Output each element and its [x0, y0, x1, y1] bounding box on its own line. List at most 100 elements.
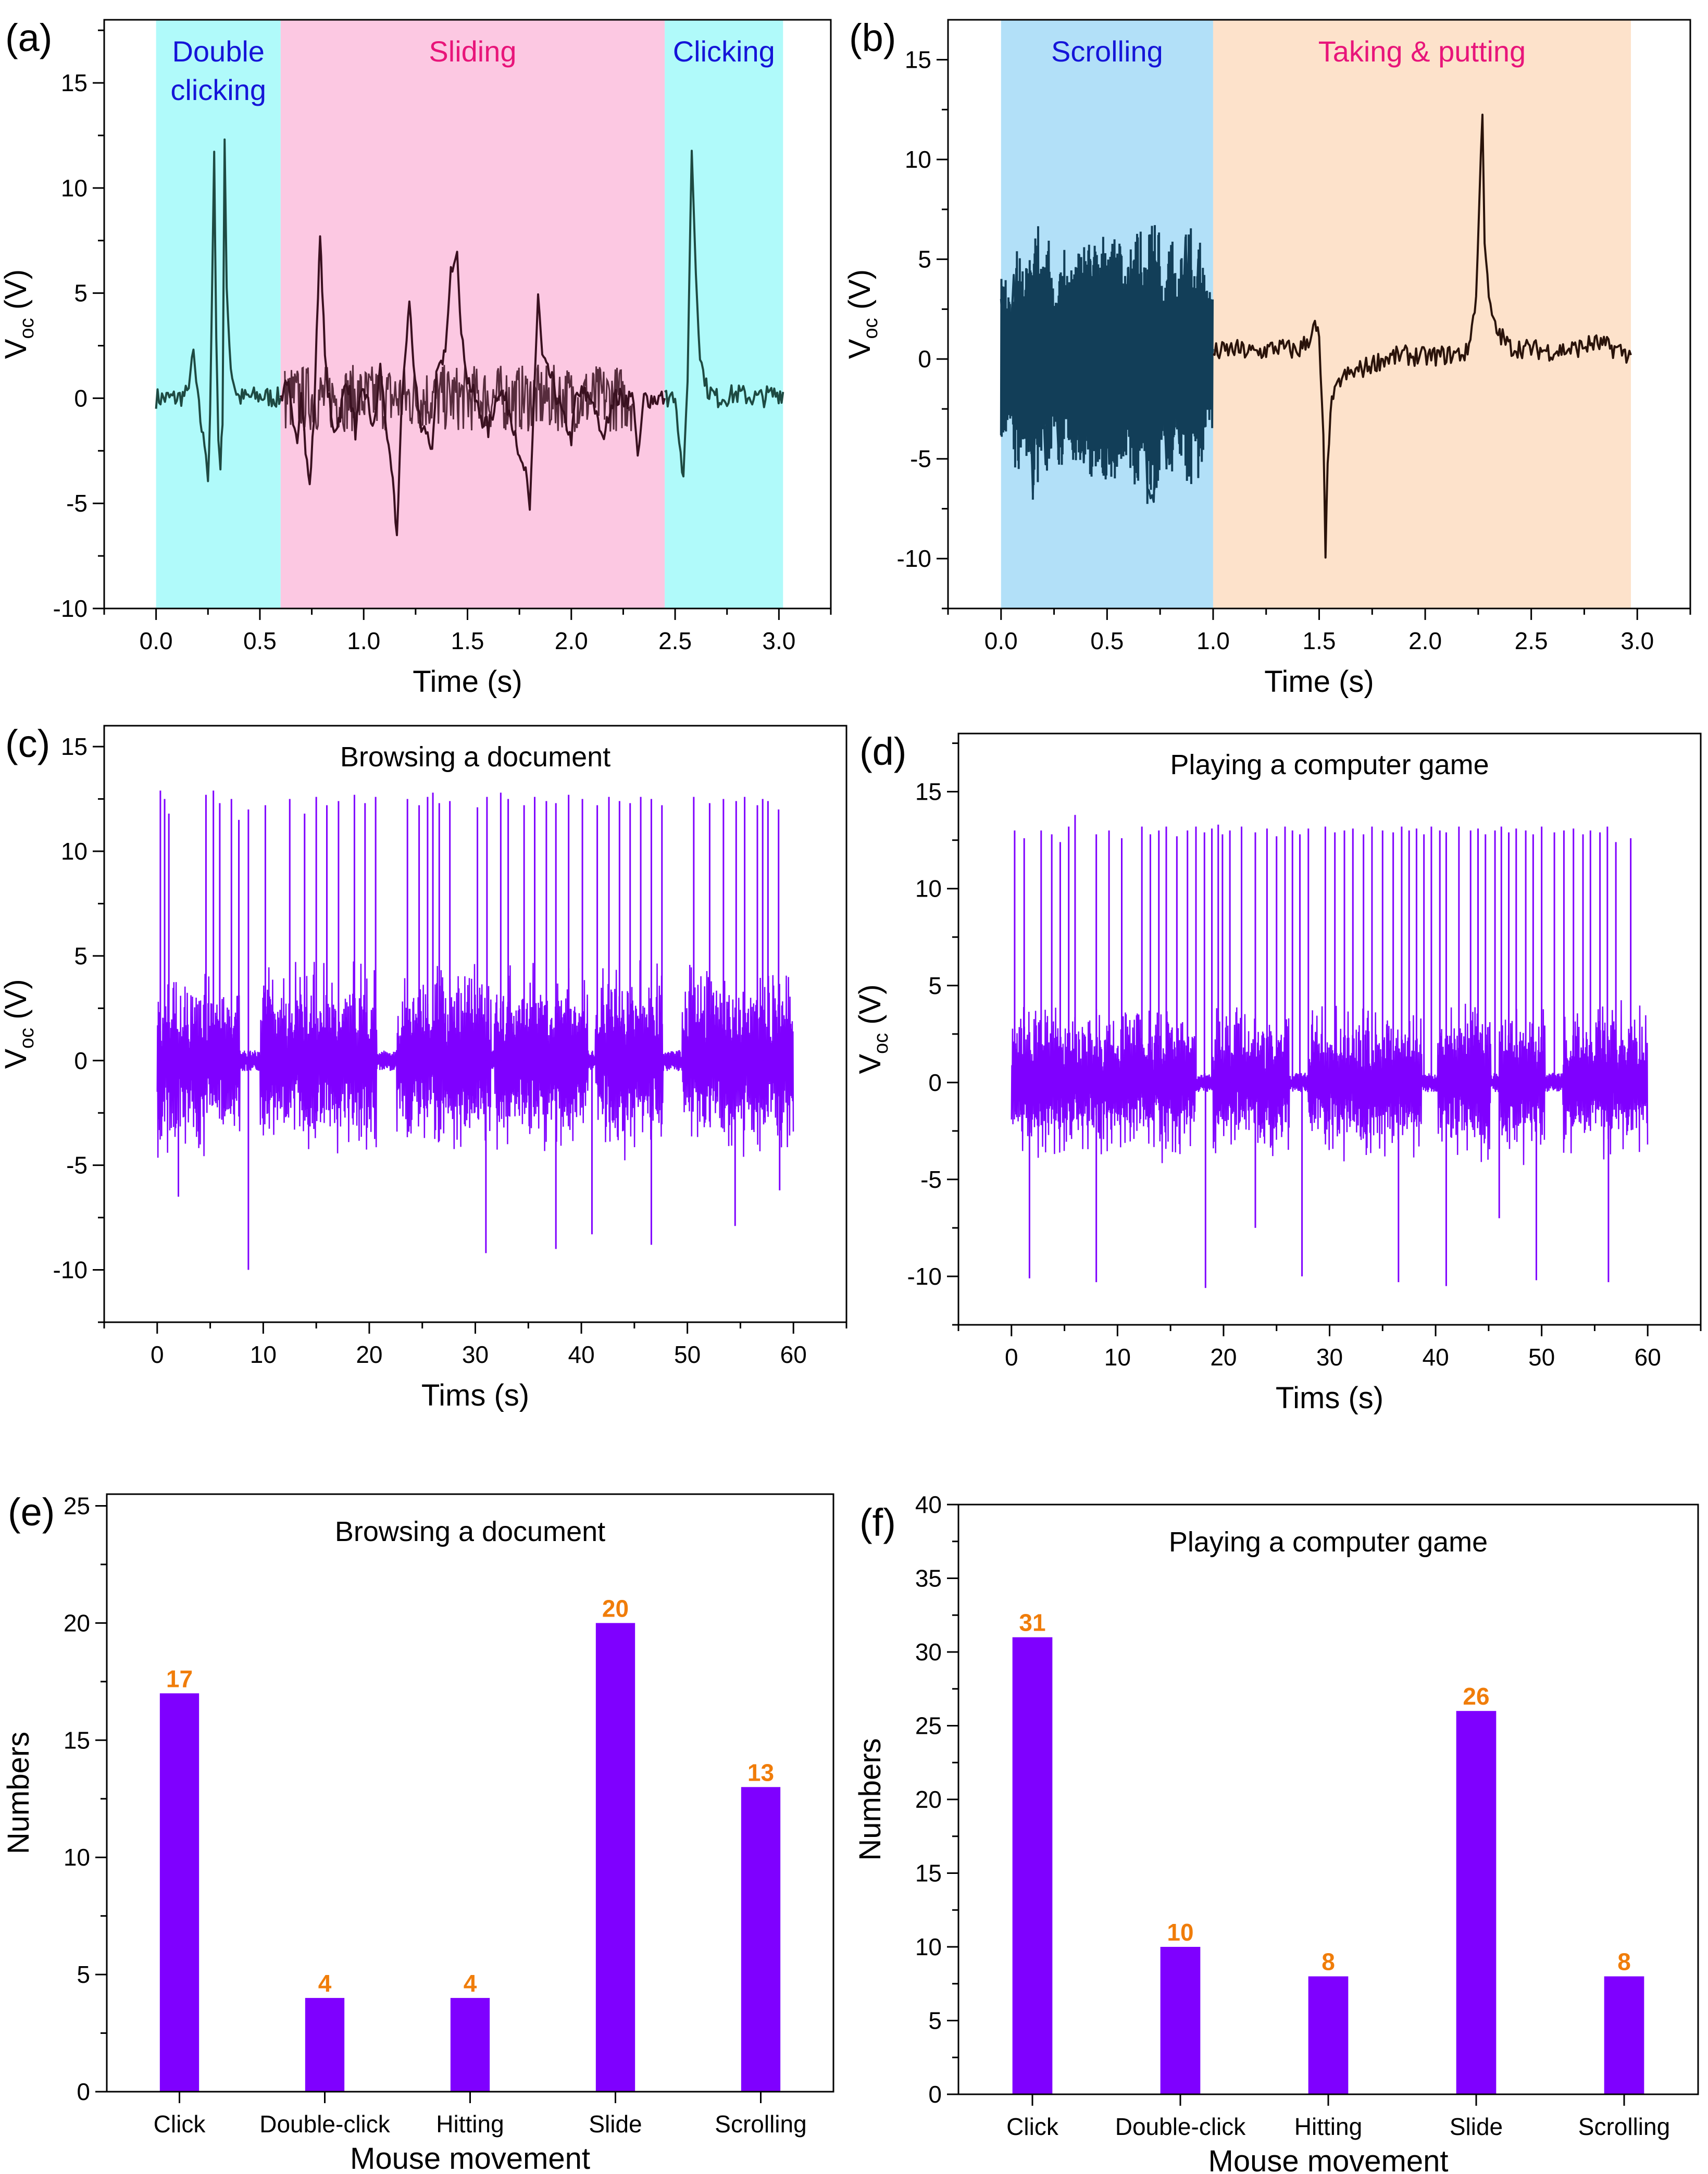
y-axis-subscript: oc [16, 1028, 38, 1049]
y-axis-title: Voc (V) [843, 269, 882, 359]
x-category-label: Hitting [1294, 2113, 1362, 2140]
panel-0: Double clicking Sliding Clicking 0.0 0.5 1.0 1.… [0, 16, 832, 699]
x-tick-label: 0.5 [243, 627, 277, 654]
bar-value-label: 20 [602, 1595, 629, 1622]
bar [305, 1998, 345, 2092]
y-tick-label: 15 [915, 1860, 942, 1887]
y-tick-label: -10 [53, 1257, 88, 1284]
chart-title: Playing a computer game [1170, 749, 1489, 780]
y-tick-label: 10 [61, 175, 88, 202]
x-tick-label: 0.0 [984, 627, 1018, 654]
y-axis-symbol: V [0, 1049, 33, 1069]
x-tick-label: 3.0 [1620, 627, 1654, 654]
chart-title: Browsing a document [335, 1516, 605, 1547]
y-axis-unit: (V) [0, 979, 33, 1027]
bar-value-label: 10 [1167, 1919, 1193, 1946]
y-tick-label: 30 [915, 1638, 942, 1666]
bar [741, 1787, 781, 2092]
region-band [156, 20, 281, 608]
bar-value-label: 13 [747, 1759, 774, 1786]
y-tick-label: 5 [928, 2007, 942, 2034]
voltage-trace [1011, 1000, 1649, 1165]
y-tick-label: 25 [64, 1492, 90, 1519]
bar [450, 1998, 490, 2092]
x-axis-title: Tims (s) [421, 1378, 529, 1412]
bar-value-label: 4 [464, 1970, 477, 1997]
y-tick-label: -5 [66, 1152, 88, 1179]
x-tick-label: 30 [462, 1341, 489, 1368]
x-category-label: Hitting [436, 2110, 504, 2138]
voltage-trace [156, 960, 794, 1161]
y-tick-label: 5 [74, 280, 88, 307]
plot-frame [106, 1493, 834, 2093]
y-tick-label: 5 [77, 1961, 90, 1988]
y-axis-unit: (V) [843, 269, 877, 318]
y-tick-label: 5 [918, 246, 931, 273]
y-axis-symbol: V [853, 1054, 887, 1074]
x-tick-label: 60 [780, 1341, 807, 1368]
y-axis-symbol: V [843, 339, 877, 359]
x-tick-label: 10 [1104, 1344, 1131, 1371]
x-tick-label: 2.0 [555, 627, 588, 654]
region-label: clicking [170, 73, 266, 106]
y-tick-label: 40 [915, 1491, 942, 1518]
y-tick-label: -5 [920, 1166, 942, 1193]
x-category-label: Scrolling [1578, 2113, 1670, 2140]
y-tick-label: 10 [64, 1844, 90, 1871]
panel-label: (c) [5, 722, 50, 765]
series-line-1 [1213, 114, 1632, 559]
region-label: Clicking [673, 35, 775, 68]
panel-3: 0 10 20 30 40 50 60 -10 -5 0 5 10 15 Tims (s) Voc (V) P… [853, 730, 1702, 1415]
x-category-label: Scrolling [715, 2110, 806, 2138]
x-tick-label: 0 [1005, 1344, 1018, 1371]
x-tick-label: 3.0 [762, 627, 795, 654]
y-tick-label: 0 [928, 1069, 942, 1096]
y-axis-subscript: oc [870, 1033, 892, 1054]
y-axis-title: Numbers [853, 1738, 887, 1860]
bar [1308, 1976, 1349, 2094]
x-axis-title: Tims (s) [1276, 1381, 1383, 1415]
y-tick-label: 0 [74, 384, 88, 412]
bar-value-label: 31 [1019, 1609, 1045, 1636]
y-tick-label: 20 [915, 1786, 942, 1813]
y-tick-label: 5 [928, 972, 942, 999]
y-axis-title: Numbers [2, 1732, 35, 1854]
x-tick-label: 0.0 [140, 627, 173, 654]
panel-label: (d) [859, 730, 906, 773]
y-tick-label: 10 [61, 838, 88, 865]
bar [1012, 1637, 1053, 2094]
bar [595, 1623, 635, 2092]
region-label: Sliding [429, 35, 516, 68]
region-label: Scrolling [1051, 35, 1163, 68]
x-tick-label: 10 [250, 1341, 277, 1368]
y-axis-title: Voc (V) [853, 984, 892, 1074]
panel-1: Scrolling Taking & putting 0.0 0.5 1.0 1.5 2.0… [843, 16, 1691, 699]
region-band [1213, 20, 1631, 608]
panel-2: 0 10 20 30 40 50 60 -10 -5 0 5 10 15 Tims (s) Voc (V) B… [0, 722, 847, 1412]
y-tick-label: -10 [897, 545, 931, 572]
region-band [665, 20, 783, 608]
panel-label: (f) [859, 1501, 896, 1544]
y-tick-label: 10 [905, 146, 931, 173]
panel-label: (e) [8, 1490, 55, 1534]
y-axis-unit: (V) [0, 269, 33, 318]
y-tick-label: 0 [77, 2078, 90, 2105]
bar-value-label: 17 [166, 1665, 193, 1692]
x-axis-title: Time (s) [1264, 665, 1374, 699]
y-axis-subscript: oc [860, 318, 882, 339]
y-tick-label: 15 [61, 733, 88, 760]
y-tick-label: 15 [905, 46, 931, 73]
x-axis-title: Time (s) [413, 665, 522, 699]
y-tick-label: 35 [915, 1565, 942, 1592]
chart-title: Browsing a document [340, 741, 610, 773]
bar [1604, 1976, 1644, 2094]
x-tick-label: 1.5 [451, 627, 484, 654]
x-tick-label: 50 [674, 1341, 701, 1368]
region-label: Taking & putting [1318, 35, 1526, 68]
x-category-label: Slide [589, 2110, 642, 2138]
x-tick-label: 40 [1422, 1344, 1449, 1371]
plot-frame [957, 732, 1702, 1326]
x-tick-label: 2.5 [658, 627, 692, 654]
x-tick-label: 40 [568, 1341, 594, 1368]
bar-value-label: 26 [1463, 1683, 1489, 1710]
